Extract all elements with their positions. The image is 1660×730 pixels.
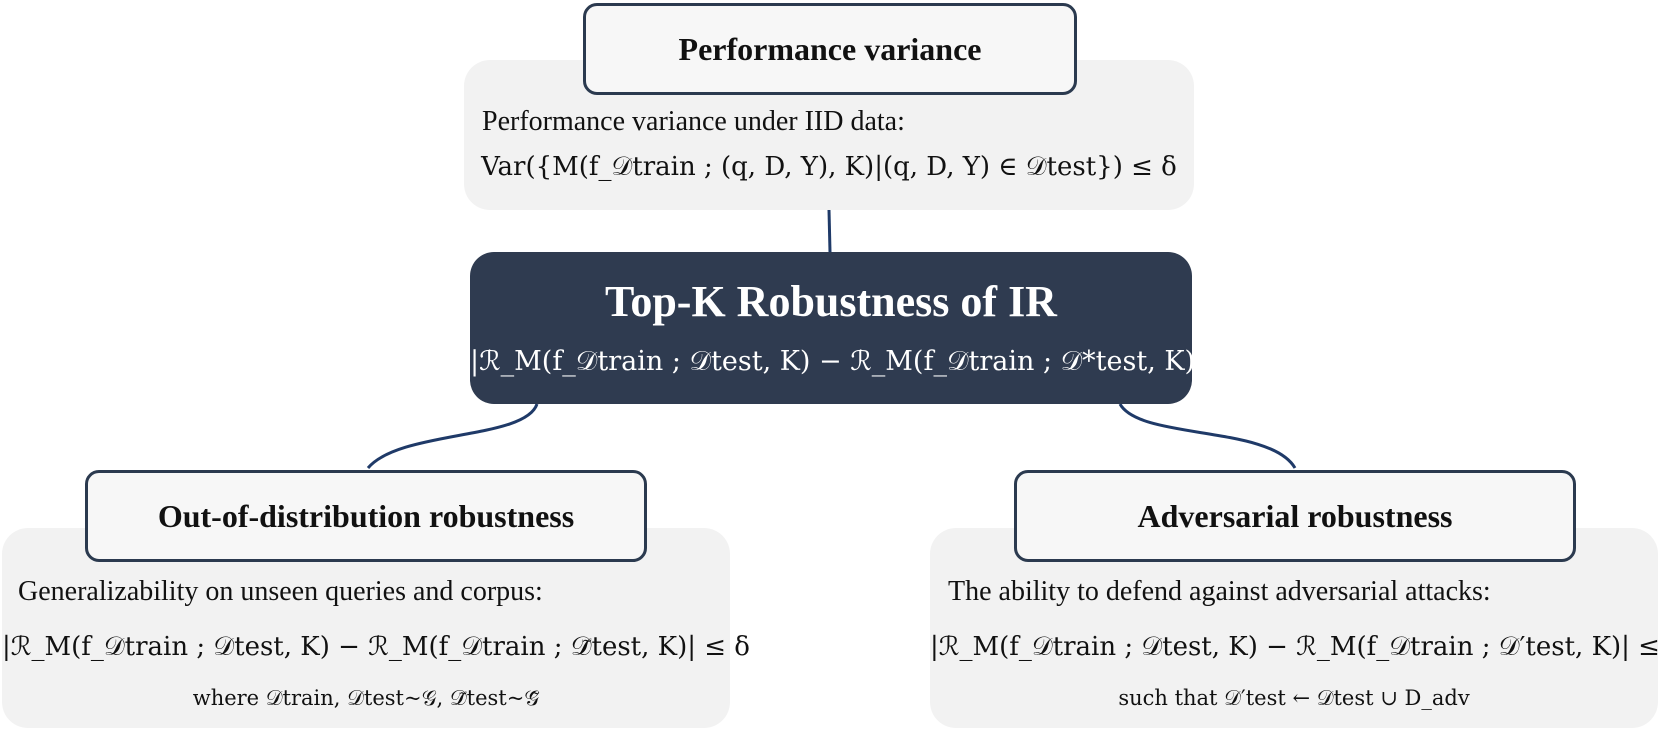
connector-left: [366, 403, 539, 469]
center-box: Top-K Robustness of IR |ℛ_M(f_𝒟train ; 𝒟…: [470, 252, 1261, 404]
connector-right: [1118, 403, 1297, 469]
center-formula: |ℛ_M(f_𝒟train ; 𝒟test, K) − ℛ_M(f_𝒟train…: [470, 346, 1261, 377]
ood-description: Generalizability on unseen queries and c…: [18, 576, 543, 607]
adversarial-title: Adversarial robustness: [1014, 470, 1576, 562]
performance-variance-title: Performance variance: [583, 3, 1077, 95]
adversarial-note: such that 𝒟′test ← 𝒟test ∪ D_adv: [1118, 686, 1470, 710]
adversarial-formula: |ℛ_M(f_𝒟train ; 𝒟test, K) − ℛ_M(f_𝒟train…: [930, 632, 1660, 662]
center-title: Top-K Robustness of IR: [605, 277, 1057, 326]
performance-variance-description: Performance variance under IID data:: [482, 106, 905, 137]
ood-note: where 𝒟train, 𝒟test~𝒢, 𝒟̃test~𝒢̃: [192, 686, 540, 710]
ood-formula: |ℛ_M(f_𝒟train ; 𝒟test, K) − ℛ_M(f_𝒟train…: [2, 632, 750, 662]
ood-title: Out-of-distribution robustness: [85, 470, 647, 562]
performance-variance-formula: Var({M(f_𝒟train ; (q, D, Y), K)|(q, D, Y…: [481, 152, 1177, 182]
connector-top: [827, 209, 832, 253]
adversarial-description: The ability to defend against adversaria…: [948, 576, 1491, 607]
